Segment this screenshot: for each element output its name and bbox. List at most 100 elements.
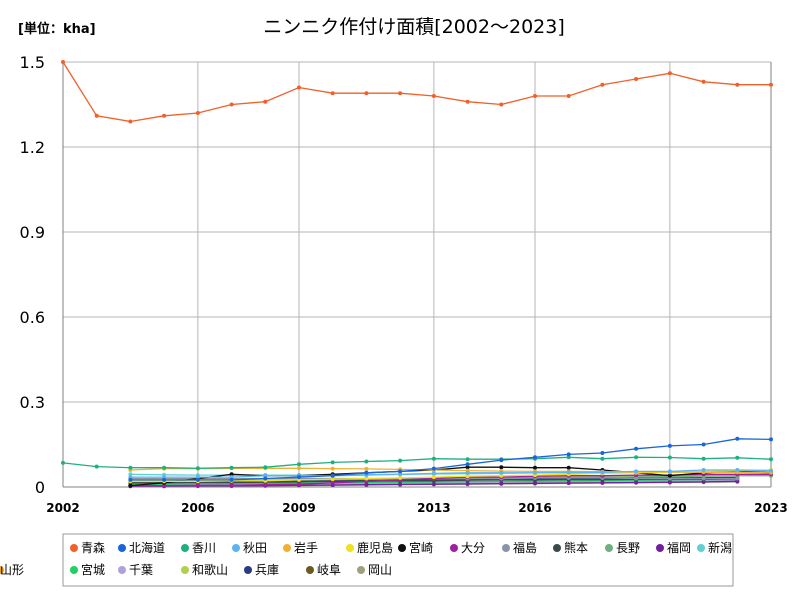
data-point xyxy=(701,442,706,447)
data-point xyxy=(431,482,436,487)
legend-item: 新潟 xyxy=(697,540,732,555)
series-line xyxy=(130,466,772,487)
legend-marker xyxy=(450,544,458,552)
data-point xyxy=(533,455,537,460)
data-point xyxy=(566,470,571,475)
data-point xyxy=(667,443,672,448)
y-tick-label: 0.3 xyxy=(20,393,45,412)
data-point xyxy=(701,456,706,461)
y-tick-label: 1.2 xyxy=(20,138,45,157)
legend-label: 鹿児島 xyxy=(357,540,393,555)
data-point xyxy=(128,483,133,488)
data-point xyxy=(229,102,234,107)
series-青森 xyxy=(61,60,773,124)
legend-label: 福島 xyxy=(513,540,537,555)
legend-marker xyxy=(70,544,78,552)
data-point xyxy=(600,480,605,485)
legend-label: 千葉 xyxy=(129,563,153,577)
data-point xyxy=(667,469,672,474)
data-point xyxy=(229,475,234,480)
legend-item: 福島 xyxy=(502,540,537,555)
data-point xyxy=(263,473,268,478)
data-point xyxy=(263,482,268,487)
legend-label: 和歌山 xyxy=(192,562,228,577)
data-point xyxy=(162,477,167,482)
data-point xyxy=(566,94,571,98)
data-point xyxy=(128,119,133,124)
data-point xyxy=(398,469,403,474)
data-point xyxy=(735,455,740,460)
data-point xyxy=(769,437,773,442)
series-秋田 xyxy=(128,468,773,480)
data-point xyxy=(533,94,537,98)
legend-item: 宮崎 xyxy=(398,540,433,555)
data-point xyxy=(431,475,436,480)
data-point xyxy=(634,469,639,474)
data-point xyxy=(297,466,301,471)
data-point xyxy=(94,464,99,469)
x-tick-label: 2020 xyxy=(653,501,686,515)
series-line xyxy=(62,456,772,469)
data-point xyxy=(330,460,335,465)
legend-marker xyxy=(656,544,664,552)
legend-item: 岐阜 xyxy=(306,563,341,577)
legend-label: 兵庫 xyxy=(255,563,279,577)
legend-marker xyxy=(697,544,705,552)
legend-marker xyxy=(244,566,252,574)
x-tick-label: 2023 xyxy=(754,501,787,515)
data-point xyxy=(195,475,200,480)
legend-item: 千葉 xyxy=(118,563,153,577)
legend-item: 福岡 xyxy=(656,540,691,555)
data-point xyxy=(162,483,167,488)
data-point xyxy=(769,82,773,87)
legend-item: 鹿児島 xyxy=(346,540,393,555)
legend-marker xyxy=(398,544,406,552)
data-point xyxy=(600,470,605,475)
legend-marker xyxy=(502,544,510,552)
data-point xyxy=(229,472,234,477)
legend-marker xyxy=(283,544,291,552)
data-point xyxy=(297,85,301,90)
data-point xyxy=(94,113,99,118)
data-point xyxy=(330,466,335,471)
data-point xyxy=(229,483,234,488)
y-tick-label: 1.5 xyxy=(20,53,45,72)
legend-marker xyxy=(357,566,365,574)
legend-label: 熊本 xyxy=(564,540,588,555)
data-point xyxy=(128,472,133,477)
data-point xyxy=(128,465,133,470)
data-point xyxy=(667,476,672,481)
data-point xyxy=(566,455,571,460)
data-point xyxy=(634,476,639,481)
legend-marker xyxy=(181,566,189,574)
legend-label: 新潟 xyxy=(708,540,732,555)
data-point xyxy=(398,458,403,463)
data-point xyxy=(499,465,504,470)
legend-label: 青森 xyxy=(81,540,105,555)
series-line xyxy=(62,61,771,123)
legend-item: 熊本 xyxy=(553,540,588,555)
legend-marker xyxy=(232,544,240,552)
data-point xyxy=(600,451,605,455)
data-point xyxy=(195,477,200,482)
x-tick-label: 2016 xyxy=(518,501,551,515)
y-tick-label: 0.9 xyxy=(20,223,45,242)
data-point xyxy=(465,99,470,104)
data-point xyxy=(162,465,167,470)
legend-label: 福岡 xyxy=(667,540,691,555)
legend-label: 長野 xyxy=(616,541,640,555)
series-layer xyxy=(61,60,773,489)
data-point xyxy=(431,471,436,476)
legend-item: 兵庫 xyxy=(244,563,279,577)
series-line xyxy=(130,438,772,481)
legend-item: 岡山 xyxy=(357,563,392,577)
legend-item: 和歌山 xyxy=(181,562,228,577)
data-point xyxy=(398,482,403,487)
data-point xyxy=(263,476,268,481)
data-point xyxy=(465,457,470,462)
legend-marker xyxy=(118,566,126,574)
data-point xyxy=(398,475,403,480)
legend-item: 青森 xyxy=(70,540,105,555)
data-point xyxy=(297,482,301,487)
